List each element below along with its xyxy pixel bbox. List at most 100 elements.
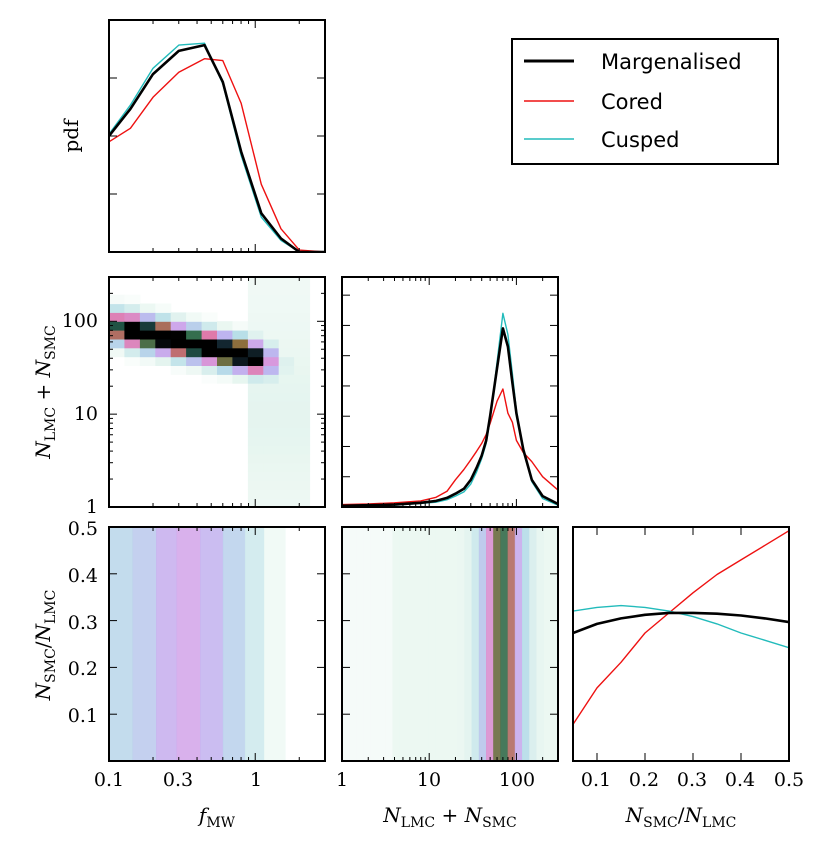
heat-cell <box>278 392 295 402</box>
heat-cell <box>247 374 264 384</box>
heat-cell <box>263 312 280 322</box>
heat-cell <box>278 303 295 313</box>
heat-cell <box>139 347 156 358</box>
heat-cell <box>263 445 280 455</box>
legend-label-cored: Cored <box>601 90 663 114</box>
heat-cell <box>139 321 156 331</box>
heat-cell <box>232 374 249 384</box>
heat-stripe <box>363 527 372 761</box>
fmw-vs-ratio-heatmap <box>109 527 286 761</box>
ntot-pdf-frame <box>341 276 559 508</box>
heat-cell <box>294 303 311 313</box>
heat-cell <box>247 445 264 455</box>
heat-stripe <box>493 527 501 761</box>
heat-cell <box>294 277 311 287</box>
heat-cell <box>170 365 187 375</box>
heat-cell <box>109 294 125 305</box>
ytick-label-100: 100 <box>62 310 98 332</box>
heat-cell <box>139 303 156 313</box>
heat-cell <box>201 338 218 349</box>
heat-stripe <box>109 527 134 761</box>
heat-cell <box>155 312 172 322</box>
heat-cell <box>186 356 203 366</box>
heat-cell <box>278 383 295 393</box>
heat-cell <box>263 427 280 437</box>
heat-cell <box>155 303 172 313</box>
heat-cell <box>247 347 264 358</box>
heat-cell <box>278 480 295 490</box>
ratio-axis-label-bottom: NSMC/NLMC <box>625 803 737 831</box>
heat-cell <box>294 409 311 420</box>
xtick-label-ratio-0.1: 0.1 <box>581 769 611 791</box>
heat-cell <box>247 418 264 428</box>
heat-cell <box>155 347 172 358</box>
heat-cell <box>109 338 125 349</box>
heat-cell <box>247 436 264 446</box>
heat-cell <box>201 321 218 331</box>
heat-cell <box>263 321 280 331</box>
heat-stripe <box>550 527 558 761</box>
fmw-axis-label: fMW <box>197 803 236 831</box>
heat-stripe <box>392 527 401 761</box>
ntot-pdf-lines <box>342 312 558 507</box>
heat-cell <box>294 338 311 349</box>
heat-cell <box>263 330 280 340</box>
heat-stripe <box>543 527 552 761</box>
heat-cell <box>217 374 233 384</box>
heat-cell <box>247 338 264 349</box>
heat-cell <box>278 409 295 420</box>
heat-cell <box>247 312 264 322</box>
fmw-pdf-frame <box>108 19 326 253</box>
heat-cell <box>247 409 264 420</box>
heat-cell <box>232 321 249 331</box>
ytick-label-0.4: 0.4 <box>68 565 98 587</box>
heat-stripe <box>514 527 523 761</box>
heat-cell <box>278 285 295 296</box>
heat-cell <box>278 471 295 481</box>
heat-cell <box>278 427 295 437</box>
heat-cell <box>278 374 295 384</box>
heat-stripe <box>471 527 480 761</box>
heat-cell <box>278 418 295 428</box>
heat-stripe <box>428 527 437 761</box>
fmw-vs-ntot-heatmap <box>109 277 311 507</box>
heat-cell <box>109 321 125 331</box>
heat-cell <box>247 498 264 507</box>
heat-stripe <box>414 527 422 761</box>
heat-cell <box>232 365 249 375</box>
panel-fmw-vs-ratio: 0.5 0.4 0.3 0.2 0.1 NSMC/NLMC 0.1 0.3 1 … <box>31 518 326 831</box>
heat-cell <box>186 347 203 358</box>
ntot-axis-label-bottom: NLMC + NSMC <box>382 803 516 831</box>
panel-fmw-vs-ntot: 100 10 1 NLMC + NSMC <box>31 276 326 518</box>
ytick-label-0.3: 0.3 <box>68 612 98 634</box>
heat-stripe <box>486 527 494 761</box>
heat-cell <box>278 436 295 446</box>
heat-cell <box>294 462 311 473</box>
legend-label-cusped: Cusped <box>601 128 680 152</box>
heat-cell <box>263 453 280 464</box>
heat-cell <box>109 347 125 358</box>
heat-stripe <box>478 527 487 761</box>
heat-cell <box>278 338 295 349</box>
series-line-cored <box>109 58 325 252</box>
heat-cell <box>186 365 203 375</box>
heat-cell <box>247 294 264 305</box>
heat-cell <box>139 330 156 340</box>
heat-cell <box>263 392 280 402</box>
xtick-label-ntot-10: 10 <box>417 769 441 791</box>
xtick-label-0.1: 0.1 <box>94 769 124 791</box>
heat-cell <box>201 347 218 358</box>
heat-cell <box>263 462 280 473</box>
heat-stripe <box>435 527 444 761</box>
heat-stripe <box>399 527 408 761</box>
panel-ratio-pdf: 0.1 0.2 0.3 0.4 0.5 NSMC/NLMC <box>572 526 804 831</box>
heat-cell <box>263 400 280 411</box>
panel-ntot-vs-ratio: 1 10 100 NLMC + NSMC <box>336 526 559 831</box>
heat-cell <box>294 400 311 411</box>
xtick-label-0.3: 0.3 <box>163 769 193 791</box>
heat-cell <box>263 409 280 420</box>
legend-label-margenalised: Margenalised <box>601 50 742 74</box>
series-line-margenalised <box>573 611 789 635</box>
heat-cell <box>170 338 187 349</box>
